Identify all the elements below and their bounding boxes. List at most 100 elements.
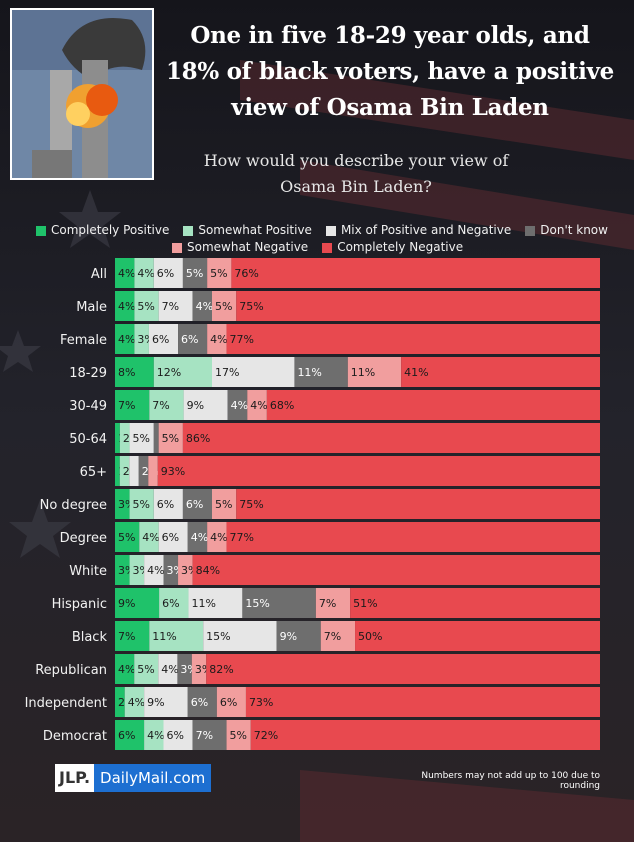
bar-segment xyxy=(355,621,600,651)
bar-segment xyxy=(119,423,130,453)
bar-segment xyxy=(149,390,184,420)
bar-segment xyxy=(158,423,183,453)
data-label: 5% xyxy=(133,432,150,445)
bar-segment xyxy=(134,291,159,321)
bar-segment xyxy=(158,291,193,321)
data-label: 5% xyxy=(137,663,154,676)
bar-segment xyxy=(153,258,183,288)
data-label: 5% xyxy=(118,531,135,544)
category-label: No degree xyxy=(40,498,107,513)
data-label: 11% xyxy=(351,366,375,379)
bar-segment xyxy=(182,423,600,453)
bar-segment xyxy=(115,588,160,618)
bar-segment xyxy=(129,489,154,519)
bar-segment xyxy=(320,621,356,651)
bar-segment xyxy=(115,555,130,585)
data-label: 4% xyxy=(191,531,208,544)
bar-segment xyxy=(115,720,145,750)
bar-row-all: All 4% 4% 6% 5% 5% 76% xyxy=(91,258,600,288)
bar-segment xyxy=(226,324,601,354)
bar-segment xyxy=(187,687,217,717)
bar-row-democrat: Democrat 6% 4% 6% 7% 5% 72% xyxy=(43,720,601,750)
data-label: 73% xyxy=(249,696,273,709)
data-label: 5% xyxy=(215,300,232,313)
legend-label: Somewhat Negative xyxy=(187,240,309,254)
data-label: 7% xyxy=(118,399,135,412)
data-label: 77% xyxy=(230,333,254,346)
legend-swatch xyxy=(325,225,336,236)
legend-swatch xyxy=(36,225,46,236)
data-label: 5% xyxy=(186,267,203,280)
bar-segment xyxy=(192,720,227,750)
data-label: 6% xyxy=(186,498,203,511)
bar-segment xyxy=(129,456,139,486)
category-label: All xyxy=(91,267,107,282)
bar-segment xyxy=(207,258,232,288)
bar-segment xyxy=(115,423,120,453)
data-label: 15% xyxy=(206,630,230,643)
category-label: Republican xyxy=(35,663,107,678)
data-label: 6% xyxy=(162,531,179,544)
category-label: Hispanic xyxy=(52,597,107,612)
data-label: 7% xyxy=(196,729,213,742)
legend-item-somewhat-positive: Somewhat Positive xyxy=(183,222,312,239)
bar-segment xyxy=(182,258,208,288)
data-label: 4% xyxy=(231,399,248,412)
jlp-logo: JLP. xyxy=(55,764,95,792)
bar-segment xyxy=(207,522,227,552)
data-label: 5% xyxy=(133,498,150,511)
data-label: 6% xyxy=(152,333,169,346)
twin-towers-photo xyxy=(10,8,154,180)
data-label: 6% xyxy=(118,729,135,742)
data-label: 7% xyxy=(118,630,135,643)
bar-row-18-29: 18-29 8% 12% 17% 11% 11% 41% xyxy=(69,357,600,387)
publisher-logo: JLP. DailyMail.com xyxy=(55,764,212,792)
category-label: 30-49 xyxy=(69,399,107,414)
data-label: 5% xyxy=(230,729,247,742)
data-label: 4% xyxy=(196,300,213,313)
legend-item-completely-positive: Completely Positive xyxy=(36,222,169,239)
bar-segment xyxy=(188,588,243,618)
data-label: 5% xyxy=(210,267,227,280)
bar-segment xyxy=(192,291,212,321)
bar-row-degree: Degree 5% 4% 6% 4% 4% 77% xyxy=(60,522,601,552)
data-label: 4% xyxy=(250,399,267,412)
category-label: Independent xyxy=(25,696,107,711)
data-label: 6% xyxy=(181,333,198,346)
category-label: Male xyxy=(76,300,107,315)
legend-label: Completely Positive xyxy=(51,223,170,237)
bar-segment xyxy=(245,687,600,717)
data-label: 7% xyxy=(152,399,169,412)
data-label: 8% xyxy=(118,366,135,379)
data-label: 50% xyxy=(358,630,382,643)
bar-segment xyxy=(153,357,212,387)
bar-segment xyxy=(242,588,316,618)
legend-item-dont-know: Don't know xyxy=(525,222,608,239)
data-label: 93% xyxy=(161,465,185,478)
data-label: 41% xyxy=(404,366,428,379)
data-label: 6% xyxy=(220,696,237,709)
bar-segment xyxy=(115,621,150,651)
data-label: 9% xyxy=(280,630,297,643)
bar-row-30-49: 30-49 7% 7% 9% 4% 4% 68% xyxy=(69,390,600,420)
data-label: 11% xyxy=(297,366,321,379)
bar-segment xyxy=(129,555,145,585)
bar-row-male: Male 4% 5% 7% 4% 5% 75% xyxy=(76,291,600,321)
bar-segment xyxy=(231,258,600,288)
data-label: 11% xyxy=(152,630,176,643)
bar-segment xyxy=(124,687,145,717)
bar-row-hispanic: Hispanic 9% 6% 11% 15% 7% 51% xyxy=(52,588,600,618)
data-label: 4% xyxy=(118,333,135,346)
data-label: 77% xyxy=(230,531,254,544)
category-label: Degree xyxy=(60,531,107,546)
bar-segment xyxy=(153,489,183,519)
data-label: 72% xyxy=(254,729,278,742)
bar-row-independent: Independent2%4%9%6%6%73% xyxy=(25,687,600,717)
headline: One in five 18-29 year olds, and 18% of … xyxy=(165,22,615,121)
category-label: White xyxy=(69,564,107,579)
bar-segment xyxy=(187,522,208,552)
bar-segment xyxy=(203,621,277,651)
data-label: 15% xyxy=(245,597,269,610)
bar-segment xyxy=(212,357,295,387)
data-label: 7% xyxy=(162,300,179,313)
